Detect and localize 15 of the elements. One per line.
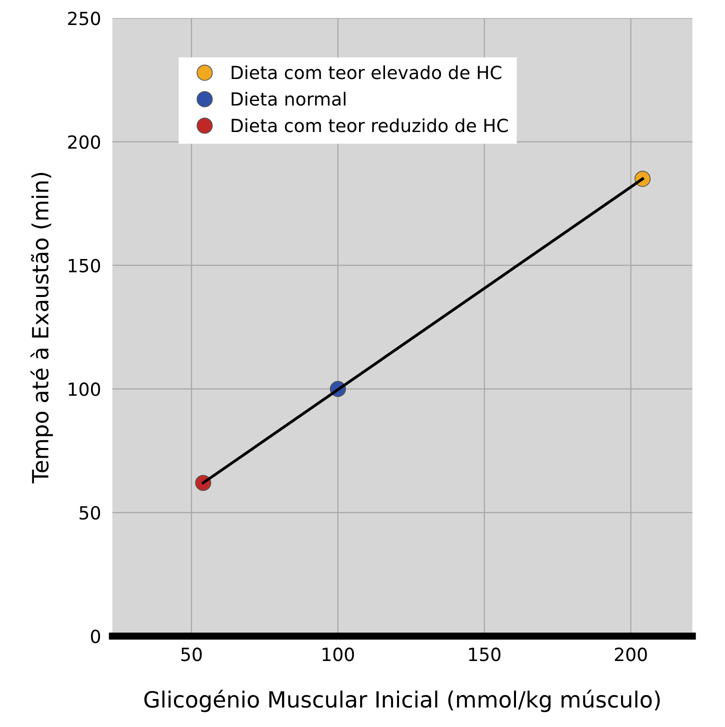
y-axis-title: Tempo até à Exaustão (min) [30,172,53,484]
y-tick-label: 250 [68,12,100,26]
x-tick-label: 100 [322,648,354,662]
x-tick-label: 150 [469,648,500,662]
x-tick-label: 50 [181,648,202,662]
legend-label: Dieta com teor elevado de HC [232,65,502,80]
y-tick-label: 0 [90,630,100,644]
x-tick-label: 200 [614,648,647,662]
x-axis-title: Glicogénio Muscular Inicial (mmol/kg músculo) [144,690,660,712]
legend-label: Dieta normal [232,92,346,106]
y-tick-label: 150 [68,258,100,272]
legend-label: Dieta com teor reduzido de HC [232,118,508,132]
y-tick-label: 200 [68,135,100,149]
y-tick-label: 100 [68,382,100,396]
y-tick-label: 50 [80,506,100,520]
